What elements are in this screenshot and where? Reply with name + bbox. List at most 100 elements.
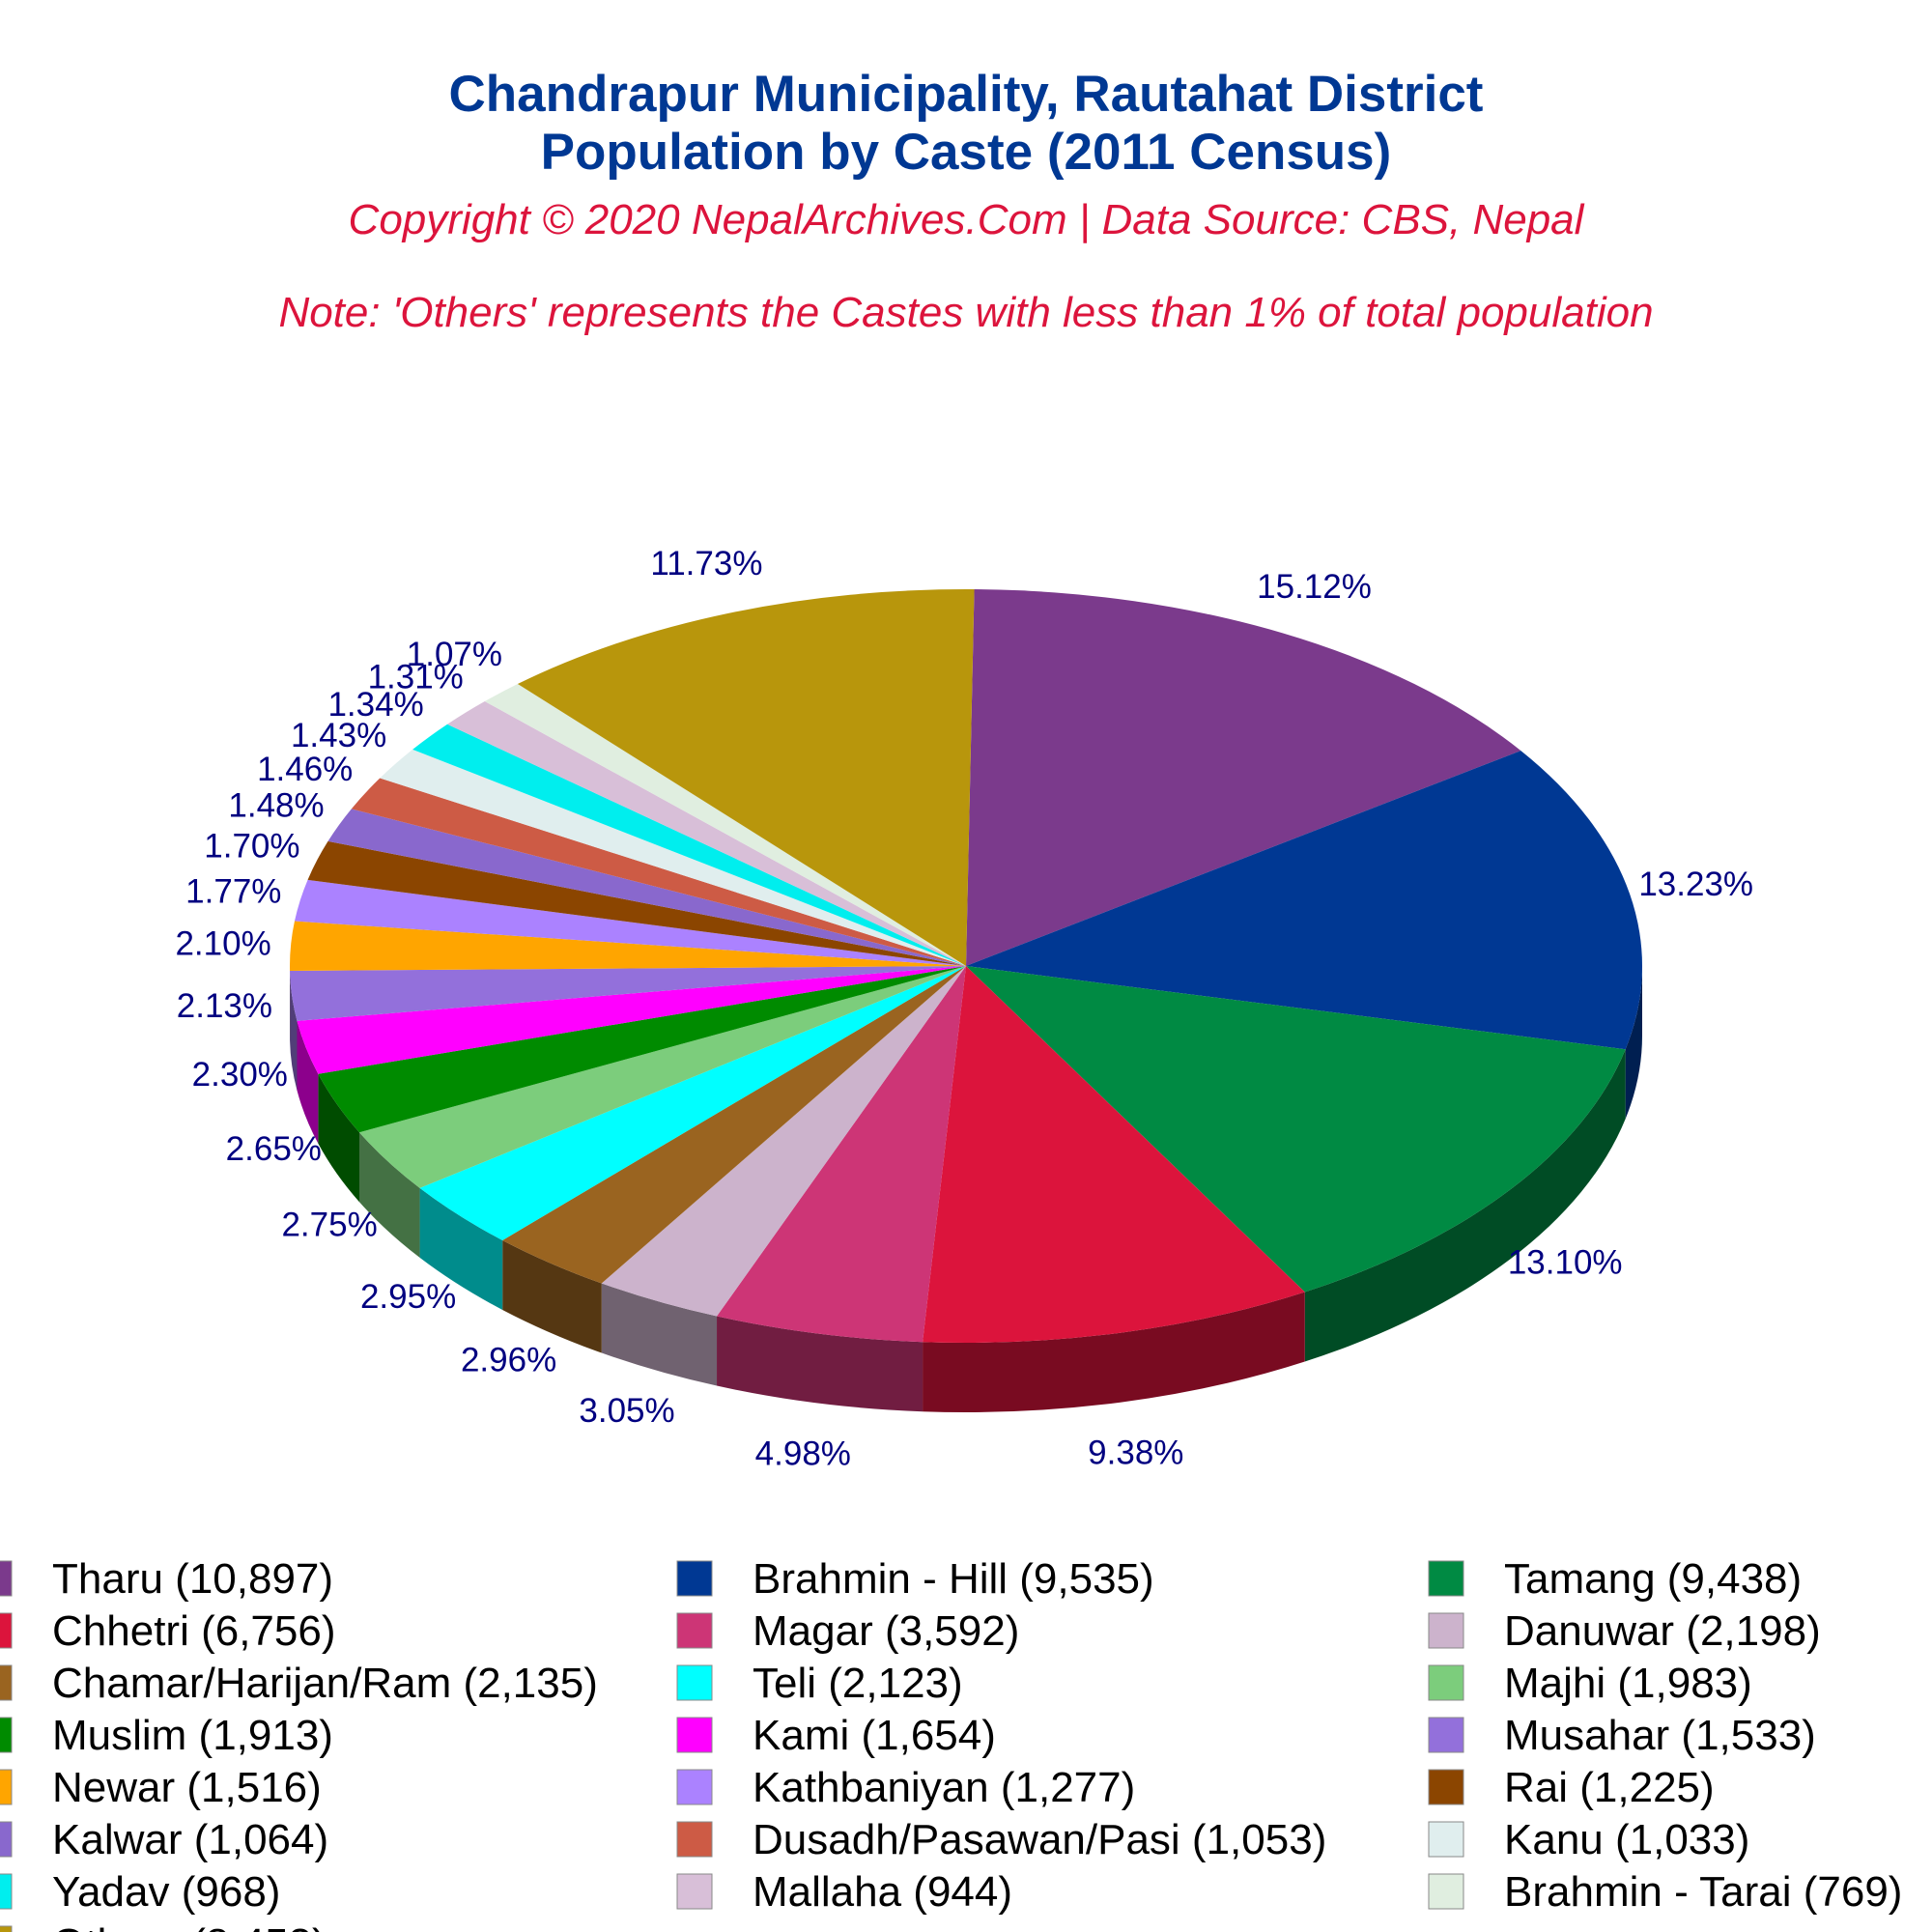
legend-label-teli: Teli (2,123): [753, 1660, 963, 1707]
pie-slice-danuwar: [601, 966, 966, 1317]
legend-swatch-brahmin-tarai: [1428, 1873, 1464, 1910]
legend-swatch-brahmin-hill: [676, 1560, 713, 1597]
legend-label-muslim: Muslim (1,913): [52, 1712, 333, 1759]
legend-item-muslim: Muslim (1,913): [0, 1712, 333, 1759]
legend-item-kanu: Kanu (1,033): [1428, 1816, 1749, 1863]
pie-label-rai: 1.70%: [204, 827, 299, 865]
pie-label-kanu: 1.43%: [291, 717, 386, 754]
pie-side-tamang: [1304, 1049, 1626, 1362]
legend-label-brahmin-hill: Brahmin - Hill (9,535): [753, 1555, 1154, 1603]
pie-side-teli: [419, 1187, 503, 1310]
pie-label-mallaha: 1.31%: [368, 659, 464, 696]
pie-label-musahar: 2.13%: [177, 987, 272, 1025]
legend-item-tharu: Tharu (10,897): [0, 1555, 333, 1603]
pie-slice-magar: [717, 966, 966, 1343]
legend-swatch-kathbaniyan: [676, 1769, 713, 1805]
pie-label-tharu: 15.12%: [1257, 568, 1372, 606]
legend-item-others: Others (8,453): [0, 1920, 327, 1932]
legend-swatch-teli: [676, 1664, 713, 1701]
chart-title: Chandrapur Municipality, Rautahat Distri…: [449, 66, 1484, 123]
pie-side-brahmin-hill: [1625, 966, 1642, 1120]
pie-label-chamar-harijan-ram: 2.96%: [461, 1342, 556, 1379]
legend-label-yadav: Yadav (968): [52, 1868, 280, 1916]
legend-item-kami: Kami (1,654): [676, 1712, 996, 1759]
legend-item-magar: Magar (3,592): [676, 1607, 1019, 1655]
legend-swatch-dusadh-pasawan-pasi: [676, 1821, 713, 1858]
legend-swatch-majhi: [1428, 1664, 1464, 1701]
legend-label-majhi: Majhi (1,983): [1504, 1660, 1752, 1707]
pie-label-brahmin-hill: 13.23%: [1638, 866, 1753, 903]
chart-subtitle: Population by Caste (2011 Census): [541, 124, 1392, 181]
pie-slices-group: [290, 589, 1642, 1343]
pie-label-chhetri: 9.38%: [1088, 1434, 1183, 1471]
pie-slice-tamang: [966, 966, 1626, 1293]
pie-label-newar: 2.10%: [175, 924, 270, 962]
legend-label-rai: Rai (1,225): [1504, 1764, 1715, 1811]
pie-slice-chamar-harijan-ram: [502, 966, 966, 1284]
pie-slice-kami: [297, 966, 966, 1074]
legend-swatch-newar: [0, 1769, 13, 1805]
pie-slice-muslim: [318, 966, 967, 1133]
legend-label-musahar: Musahar (1,533): [1504, 1712, 1816, 1759]
legend-swatch-chhetri: [0, 1612, 13, 1649]
legend-swatch-musahar: [1428, 1717, 1464, 1753]
legend-item-kalwar: Kalwar (1,064): [0, 1816, 328, 1863]
pie-slice-kalwar: [327, 809, 966, 966]
pie-slice-kanu: [380, 749, 967, 966]
legend-swatch-tharu: [0, 1560, 13, 1597]
pie-label-danuwar: 3.05%: [579, 1392, 674, 1430]
pie-label-yadav: 1.34%: [327, 686, 423, 724]
pie-percent-labels: 15.12%13.23%13.10%9.38%4.98%3.05%2.96%2.…: [175, 545, 1753, 1472]
legend-item-brahmin-hill: Brahmin - Hill (9,535): [676, 1555, 1154, 1603]
legend-label-dusadh-pasawan-pasi: Dusadh/Pasawan/Pasi (1,053): [753, 1816, 1326, 1863]
legend-swatch-kalwar: [0, 1821, 13, 1858]
pie-side-kami: [297, 1020, 319, 1144]
legend-swatch-magar: [676, 1612, 713, 1649]
legend-swatch-kanu: [1428, 1821, 1464, 1858]
pie-slice-tharu: [966, 589, 1521, 966]
legend-label-kathbaniyan: Kathbaniyan (1,277): [753, 1764, 1135, 1811]
legend-item-kathbaniyan: Kathbaniyan (1,277): [676, 1764, 1135, 1811]
legend-item-danuwar: Danuwar (2,198): [1428, 1607, 1821, 1655]
legend-label-kanu: Kanu (1,033): [1504, 1816, 1749, 1863]
legend-label-chamar-harijan-ram: Chamar/Harijan/Ram (2,135): [52, 1660, 598, 1707]
pie-label-kalwar: 1.48%: [228, 786, 324, 824]
legend-label-brahmin-tarai: Brahmin - Tarai (769): [1504, 1868, 1902, 1916]
pie-side-chhetri: [923, 1292, 1305, 1412]
pie-label-tamang: 13.10%: [1508, 1243, 1623, 1281]
legend-swatch-muslim: [0, 1717, 13, 1753]
legend: Tharu (10,897) Brahmin - Hill (9,535) Tama…: [0, 1555, 1902, 1932]
pie-slice-brahmin-hill: [966, 751, 1642, 1050]
copyright-text: Copyright © 2020 NepalArchives.Com | Dat…: [349, 196, 1585, 243]
legend-label-others: Others (8,453): [52, 1920, 327, 1932]
legend-item-majhi: Majhi (1,983): [1428, 1660, 1752, 1707]
pie-slice-newar: [290, 921, 966, 972]
legend-item-dusadh-pasawan-pasi: Dusadh/Pasawan/Pasi (1,053): [676, 1816, 1326, 1863]
pie-slice-rai: [307, 840, 966, 966]
pie-slice-mallaha: [447, 701, 966, 966]
pie-slice-majhi: [358, 966, 966, 1188]
legend-swatch-tamang: [1428, 1560, 1464, 1597]
legend-item-chamar-harijan-ram: Chamar/Harijan/Ram (2,135): [0, 1660, 598, 1707]
legend-swatch-danuwar: [1428, 1612, 1464, 1649]
legend-swatch-mallaha: [676, 1873, 713, 1910]
legend-swatch-chamar-harijan-ram: [0, 1664, 13, 1701]
legend-label-magar: Magar (3,592): [753, 1607, 1019, 1655]
legend-item-mallaha: Mallaha (944): [676, 1868, 1012, 1916]
legend-label-tharu: Tharu (10,897): [52, 1555, 333, 1603]
pie-depth-group: [290, 966, 1642, 1412]
legend-swatch-rai: [1428, 1769, 1464, 1805]
pie-side-muslim: [318, 1073, 359, 1203]
pie-side-magar: [717, 1316, 923, 1412]
legend-label-kami: Kami (1,654): [753, 1712, 996, 1759]
pie-side-majhi: [358, 1132, 420, 1258]
pie-label-teli: 2.95%: [360, 1278, 456, 1316]
pie-label-majhi: 2.75%: [281, 1207, 377, 1244]
legend-item-newar: Newar (1,516): [0, 1764, 322, 1811]
pie-slice-others: [517, 589, 975, 966]
pie-label-magar: 4.98%: [755, 1435, 851, 1472]
legend-label-kalwar: Kalwar (1,064): [52, 1816, 328, 1863]
legend-item-teli: Teli (2,123): [676, 1660, 963, 1707]
pie-side-danuwar: [601, 1283, 718, 1386]
